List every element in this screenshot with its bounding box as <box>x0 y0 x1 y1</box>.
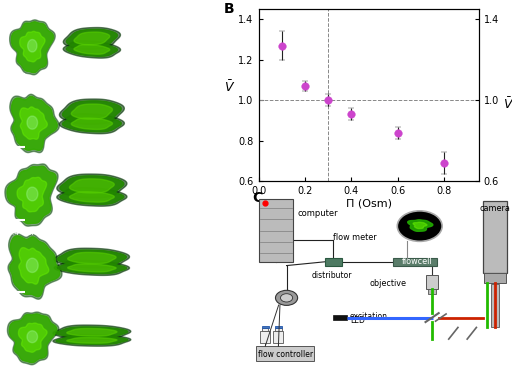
Polygon shape <box>27 331 37 343</box>
Bar <box>259 199 293 262</box>
Bar <box>273 331 283 343</box>
Polygon shape <box>67 329 117 336</box>
Polygon shape <box>7 166 56 224</box>
Polygon shape <box>68 264 116 272</box>
Text: flowcell: flowcell <box>402 257 433 266</box>
Circle shape <box>275 290 297 305</box>
Polygon shape <box>8 312 59 365</box>
Circle shape <box>397 211 442 241</box>
Polygon shape <box>59 114 124 134</box>
Polygon shape <box>18 323 47 352</box>
Polygon shape <box>19 248 49 284</box>
Bar <box>393 258 437 266</box>
Polygon shape <box>57 188 127 206</box>
Polygon shape <box>5 164 58 226</box>
Text: camera: camera <box>479 204 510 213</box>
Text: B: B <box>223 2 234 16</box>
Polygon shape <box>68 253 116 264</box>
Polygon shape <box>28 40 37 52</box>
Y-axis label: $\bar{V}$: $\bar{V}$ <box>224 80 236 95</box>
X-axis label: Π (Osm): Π (Osm) <box>346 199 392 209</box>
Bar <box>428 289 436 294</box>
Text: objective: objective <box>370 279 407 288</box>
Polygon shape <box>74 45 110 54</box>
Polygon shape <box>67 337 117 343</box>
Polygon shape <box>71 118 113 130</box>
Polygon shape <box>53 335 131 346</box>
Polygon shape <box>27 116 37 129</box>
Bar <box>483 273 506 283</box>
Polygon shape <box>66 42 117 56</box>
Polygon shape <box>71 104 113 119</box>
Polygon shape <box>56 336 127 344</box>
Y-axis label: $\bar{V}_f$: $\bar{V}_f$ <box>502 95 512 113</box>
Bar <box>262 326 269 328</box>
Polygon shape <box>413 222 427 229</box>
Circle shape <box>281 294 293 302</box>
Text: distributor: distributor <box>312 271 352 280</box>
Text: C: C <box>252 191 263 205</box>
Bar <box>491 284 499 326</box>
Polygon shape <box>59 99 124 124</box>
Text: 0.8 Osm: 0.8 Osm <box>8 364 39 366</box>
Polygon shape <box>20 107 47 139</box>
Text: 0.6 Osm: 0.6 Osm <box>8 299 39 308</box>
Bar <box>274 326 282 328</box>
Polygon shape <box>70 192 114 202</box>
Polygon shape <box>62 101 121 123</box>
Polygon shape <box>27 258 38 272</box>
Text: excitation: excitation <box>350 311 388 321</box>
Text: flow controller: flow controller <box>258 350 313 359</box>
Polygon shape <box>54 261 130 275</box>
Bar <box>426 276 438 289</box>
Bar <box>325 258 342 266</box>
Polygon shape <box>74 32 110 45</box>
Polygon shape <box>67 29 117 48</box>
Polygon shape <box>408 220 433 231</box>
Polygon shape <box>60 190 124 204</box>
Polygon shape <box>11 22 53 72</box>
Bar <box>333 315 347 320</box>
Polygon shape <box>17 177 47 212</box>
Polygon shape <box>20 31 45 62</box>
Bar <box>262 328 268 331</box>
Polygon shape <box>60 176 124 196</box>
Text: flow meter: flow meter <box>333 233 376 242</box>
Polygon shape <box>9 314 57 363</box>
Polygon shape <box>57 250 126 266</box>
Polygon shape <box>53 325 131 340</box>
Text: 0.1 Osm: 0.1 Osm <box>8 82 39 92</box>
Bar <box>260 331 270 343</box>
Polygon shape <box>11 96 57 150</box>
Bar <box>256 346 314 361</box>
Polygon shape <box>27 187 38 201</box>
Text: computer: computer <box>297 209 338 218</box>
Polygon shape <box>63 27 120 49</box>
Polygon shape <box>57 174 127 198</box>
Polygon shape <box>8 234 62 299</box>
Polygon shape <box>56 327 127 338</box>
Polygon shape <box>62 116 121 132</box>
Polygon shape <box>10 236 60 297</box>
Bar <box>275 328 282 331</box>
Polygon shape <box>63 41 120 58</box>
Text: LED: LED <box>350 316 365 325</box>
Polygon shape <box>10 94 59 153</box>
Text: 0.4 Osm: 0.4 Osm <box>8 228 39 237</box>
Polygon shape <box>54 248 130 268</box>
Polygon shape <box>10 20 55 75</box>
Polygon shape <box>70 179 114 193</box>
Polygon shape <box>57 262 126 273</box>
Bar <box>483 201 507 273</box>
Text: 0.2 Osm: 0.2 Osm <box>8 155 39 164</box>
Text: A: A <box>5 9 16 23</box>
